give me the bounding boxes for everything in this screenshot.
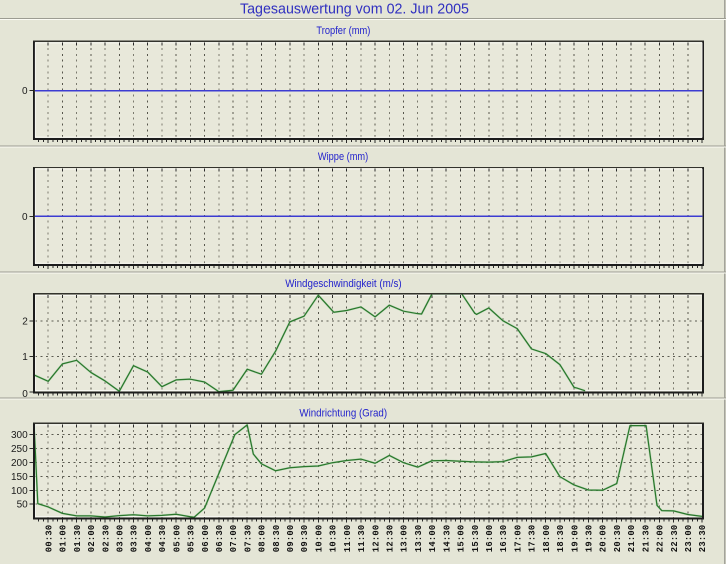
svg-text:08:30: 08:30 — [272, 525, 282, 553]
svg-text:16:00: 16:00 — [485, 525, 495, 553]
svg-text:09:30: 09:30 — [300, 525, 310, 553]
svg-text:10:00: 10:00 — [315, 525, 325, 553]
svg-text:100: 100 — [11, 486, 28, 497]
svg-text:06:30: 06:30 — [215, 525, 225, 553]
svg-text:07:00: 07:00 — [229, 525, 239, 553]
svg-text:02:00: 02:00 — [87, 525, 97, 553]
svg-text:22:00: 22:00 — [656, 525, 666, 553]
svg-text:17:30: 17:30 — [528, 525, 538, 553]
svg-text:04:00: 04:00 — [144, 525, 154, 553]
svg-text:23:30: 23:30 — [698, 525, 708, 553]
svg-text:11:00: 11:00 — [343, 525, 353, 553]
svg-text:02:30: 02:30 — [101, 525, 111, 553]
svg-text:1: 1 — [22, 352, 28, 363]
svg-text:03:30: 03:30 — [130, 525, 140, 553]
svg-text:09:00: 09:00 — [286, 525, 296, 553]
svg-text:05:30: 05:30 — [187, 525, 197, 553]
svg-text:17:00: 17:00 — [513, 525, 523, 553]
svg-text:13:00: 13:00 — [400, 525, 410, 553]
svg-text:00:30: 00:30 — [44, 525, 54, 553]
svg-text:06:00: 06:00 — [201, 525, 211, 553]
svg-text:14:30: 14:30 — [442, 525, 452, 553]
svg-text:07:30: 07:30 — [243, 525, 253, 553]
svg-text:08:00: 08:00 — [258, 525, 268, 553]
svg-text:18:00: 18:00 — [542, 525, 552, 553]
svg-text:15:00: 15:00 — [457, 525, 467, 553]
svg-text:19:30: 19:30 — [585, 525, 595, 553]
svg-text:13:30: 13:30 — [414, 525, 424, 553]
svg-text:18:30: 18:30 — [556, 525, 566, 553]
svg-text:15:30: 15:30 — [471, 525, 481, 553]
svg-text:0: 0 — [22, 212, 28, 223]
svg-text:2: 2 — [22, 317, 28, 328]
svg-text:250: 250 — [11, 444, 28, 455]
svg-text:21:00: 21:00 — [627, 525, 637, 553]
svg-text:12:00: 12:00 — [371, 525, 381, 553]
svg-text:04:30: 04:30 — [158, 525, 168, 553]
svg-text:01:30: 01:30 — [73, 525, 83, 553]
svg-text:Wippe (mm): Wippe (mm) — [318, 151, 368, 163]
svg-text:20:30: 20:30 — [613, 525, 623, 553]
svg-text:21:30: 21:30 — [641, 525, 651, 553]
svg-text:12:30: 12:30 — [386, 525, 396, 553]
svg-text:Windrichtung (Grad): Windrichtung (Grad) — [299, 407, 387, 419]
svg-text:200: 200 — [11, 458, 28, 469]
svg-text:10:30: 10:30 — [329, 525, 339, 553]
svg-text:23:00: 23:00 — [684, 525, 694, 553]
svg-text:01:00: 01:00 — [59, 525, 69, 553]
svg-text:150: 150 — [11, 472, 28, 483]
svg-text:20:00: 20:00 — [599, 525, 609, 553]
svg-text:300: 300 — [11, 430, 28, 441]
svg-text:50: 50 — [17, 500, 29, 511]
svg-text:16:30: 16:30 — [499, 525, 509, 553]
svg-text:22:30: 22:30 — [670, 525, 680, 553]
svg-text:11:30: 11:30 — [357, 525, 367, 553]
svg-text:0: 0 — [22, 86, 28, 97]
svg-text:Windgeschwindigkeit (m/s): Windgeschwindigkeit (m/s) — [285, 278, 402, 290]
svg-text:Tropfer (mm): Tropfer (mm) — [316, 25, 370, 37]
svg-text:05:00: 05:00 — [172, 525, 182, 553]
svg-text:03:00: 03:00 — [116, 525, 126, 553]
svg-text:14:00: 14:00 — [428, 525, 438, 553]
svg-text:Tagesauswertung vom 02. Jun 20: Tagesauswertung vom 02. Jun 2005 — [240, 0, 469, 17]
svg-text:19:00: 19:00 — [570, 525, 580, 553]
svg-text:0: 0 — [22, 389, 28, 400]
